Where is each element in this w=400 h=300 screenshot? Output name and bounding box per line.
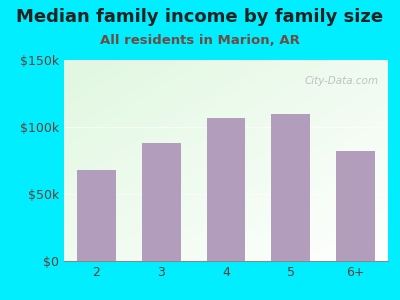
Text: Median family income by family size: Median family income by family size <box>16 8 384 26</box>
Bar <box>271 114 310 261</box>
Text: City-Data.com: City-Data.com <box>304 76 378 86</box>
Bar <box>142 143 181 261</box>
Bar <box>336 151 375 261</box>
Bar <box>77 170 116 261</box>
Text: All residents in Marion, AR: All residents in Marion, AR <box>100 34 300 47</box>
Bar <box>206 118 246 261</box>
